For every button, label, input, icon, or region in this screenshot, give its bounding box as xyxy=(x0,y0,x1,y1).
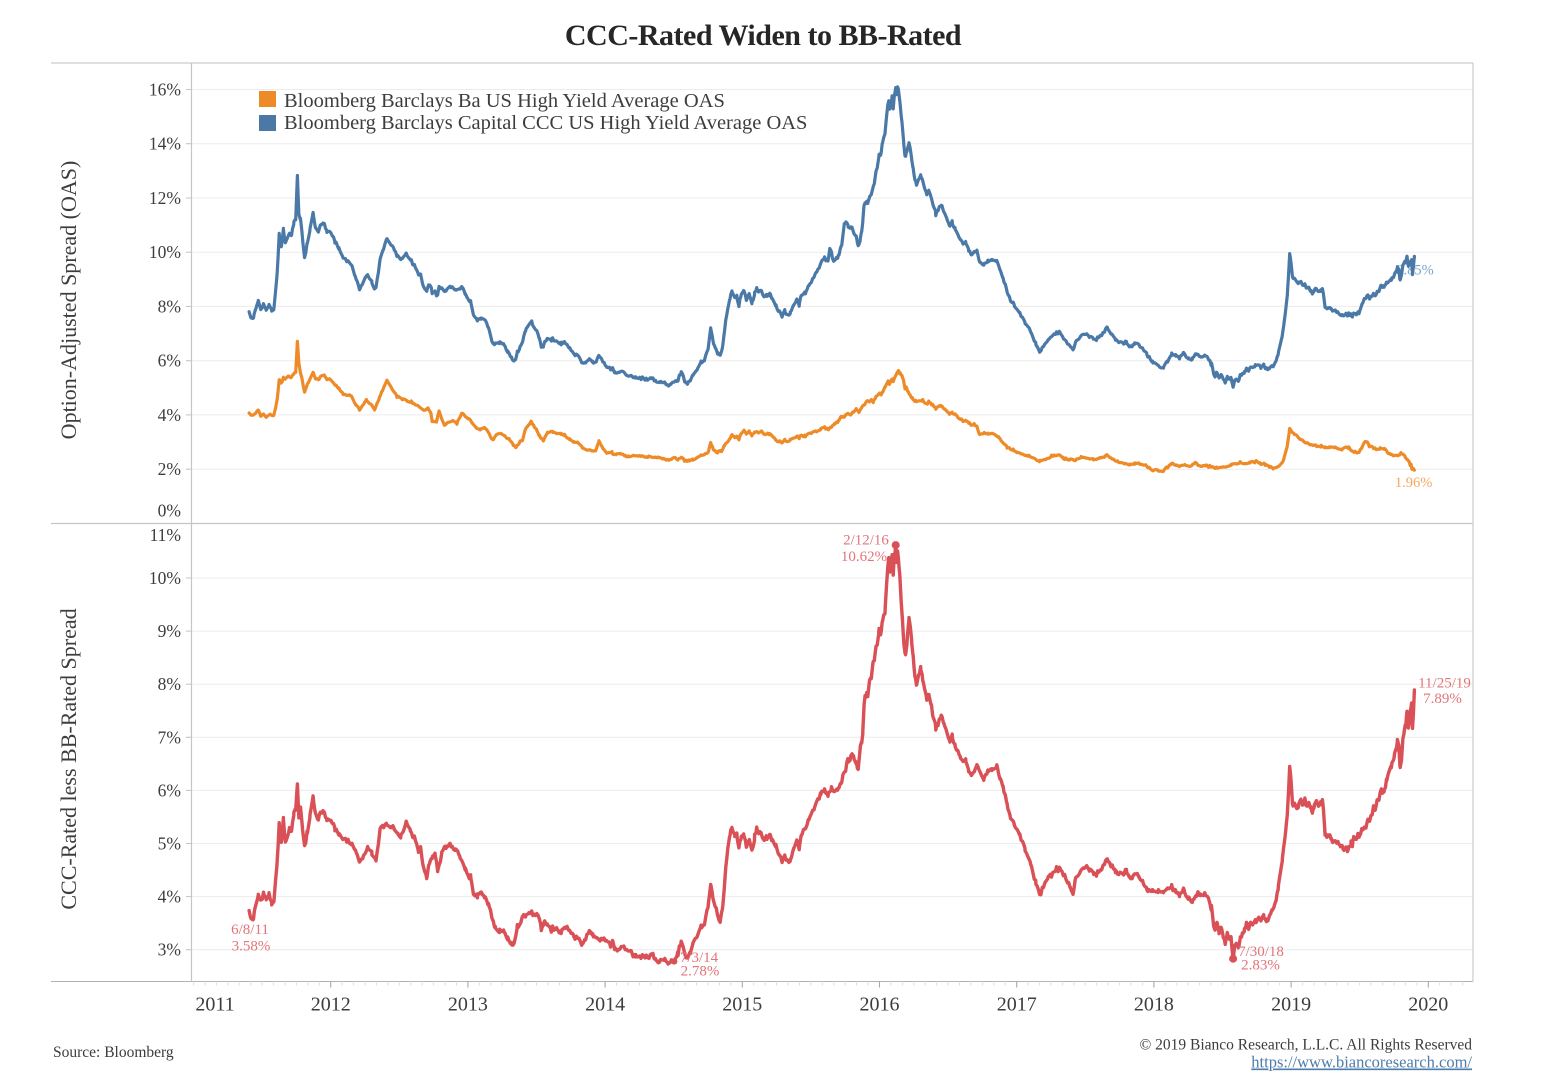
svg-text:2%: 2% xyxy=(158,459,181,479)
svg-text:7/30/18: 7/30/18 xyxy=(1238,944,1284,960)
svg-text:0%: 0% xyxy=(158,501,181,521)
svg-text:2019: 2019 xyxy=(1271,994,1311,1016)
svg-text:10%: 10% xyxy=(149,242,181,262)
svg-text:7.89%: 7.89% xyxy=(1423,691,1462,707)
svg-text:Source: Bloomberg: Source: Bloomberg xyxy=(53,1044,174,1061)
svg-text:9%: 9% xyxy=(158,621,181,641)
svg-text:Bloomberg Barclays Capital CCC: Bloomberg Barclays Capital CCC US High Y… xyxy=(284,112,807,134)
svg-text:2018: 2018 xyxy=(1134,994,1174,1016)
svg-text:11%: 11% xyxy=(150,525,181,545)
svg-text:2017: 2017 xyxy=(997,994,1037,1016)
svg-text:Option-Adjusted Spread (OAS): Option-Adjusted Spread (OAS) xyxy=(56,161,81,440)
svg-text:2016: 2016 xyxy=(860,994,900,1016)
svg-text:14%: 14% xyxy=(149,134,181,154)
svg-text:2014: 2014 xyxy=(585,994,625,1016)
svg-text:2012: 2012 xyxy=(311,994,351,1016)
svg-text:Bloomberg Barclays Ba US High: Bloomberg Barclays Ba US High Yield Aver… xyxy=(284,90,725,112)
svg-text:2013: 2013 xyxy=(448,994,488,1016)
svg-text:CCC-Rated less BB-Rated Spread: CCC-Rated less BB-Rated Spread xyxy=(56,608,81,909)
svg-text:7/3/14: 7/3/14 xyxy=(680,950,719,966)
svg-text:https://www.biancoresearch.com: https://www.biancoresearch.com/ xyxy=(1251,1053,1472,1072)
svg-text:3.58%: 3.58% xyxy=(232,939,271,955)
svg-text:11/25/19: 11/25/19 xyxy=(1418,676,1471,692)
svg-text:2015: 2015 xyxy=(722,994,762,1016)
svg-text:6/8/11: 6/8/11 xyxy=(231,922,269,938)
svg-text:6%: 6% xyxy=(158,351,181,371)
svg-text:1.96%: 1.96% xyxy=(1395,475,1432,491)
svg-text:10.62%: 10.62% xyxy=(841,549,887,565)
svg-text:2.83%: 2.83% xyxy=(1241,958,1280,974)
svg-text:8%: 8% xyxy=(158,296,181,316)
svg-text:3%: 3% xyxy=(158,940,181,960)
svg-text:8%: 8% xyxy=(158,674,181,694)
svg-text:CCC-Rated Widen to BB-Rated: CCC-Rated Widen to BB-Rated xyxy=(565,19,962,52)
svg-text:5%: 5% xyxy=(158,834,181,854)
svg-text:7%: 7% xyxy=(158,727,181,747)
svg-text:4%: 4% xyxy=(158,887,181,907)
svg-text:2011: 2011 xyxy=(195,994,234,1016)
svg-text:2.78%: 2.78% xyxy=(681,964,720,980)
svg-text:10%: 10% xyxy=(149,568,181,588)
svg-text:4%: 4% xyxy=(158,405,181,425)
svg-text:2020: 2020 xyxy=(1408,994,1448,1016)
svg-text:16%: 16% xyxy=(149,80,181,100)
svg-text:© 2019 Bianco Research, L.L.C.: © 2019 Bianco Research, L.L.C. All Right… xyxy=(1140,1037,1473,1054)
svg-text:6%: 6% xyxy=(158,780,181,800)
svg-text:9.85%: 9.85% xyxy=(1396,263,1433,279)
svg-text:12%: 12% xyxy=(149,188,181,208)
svg-text:2/12/16: 2/12/16 xyxy=(843,533,889,549)
